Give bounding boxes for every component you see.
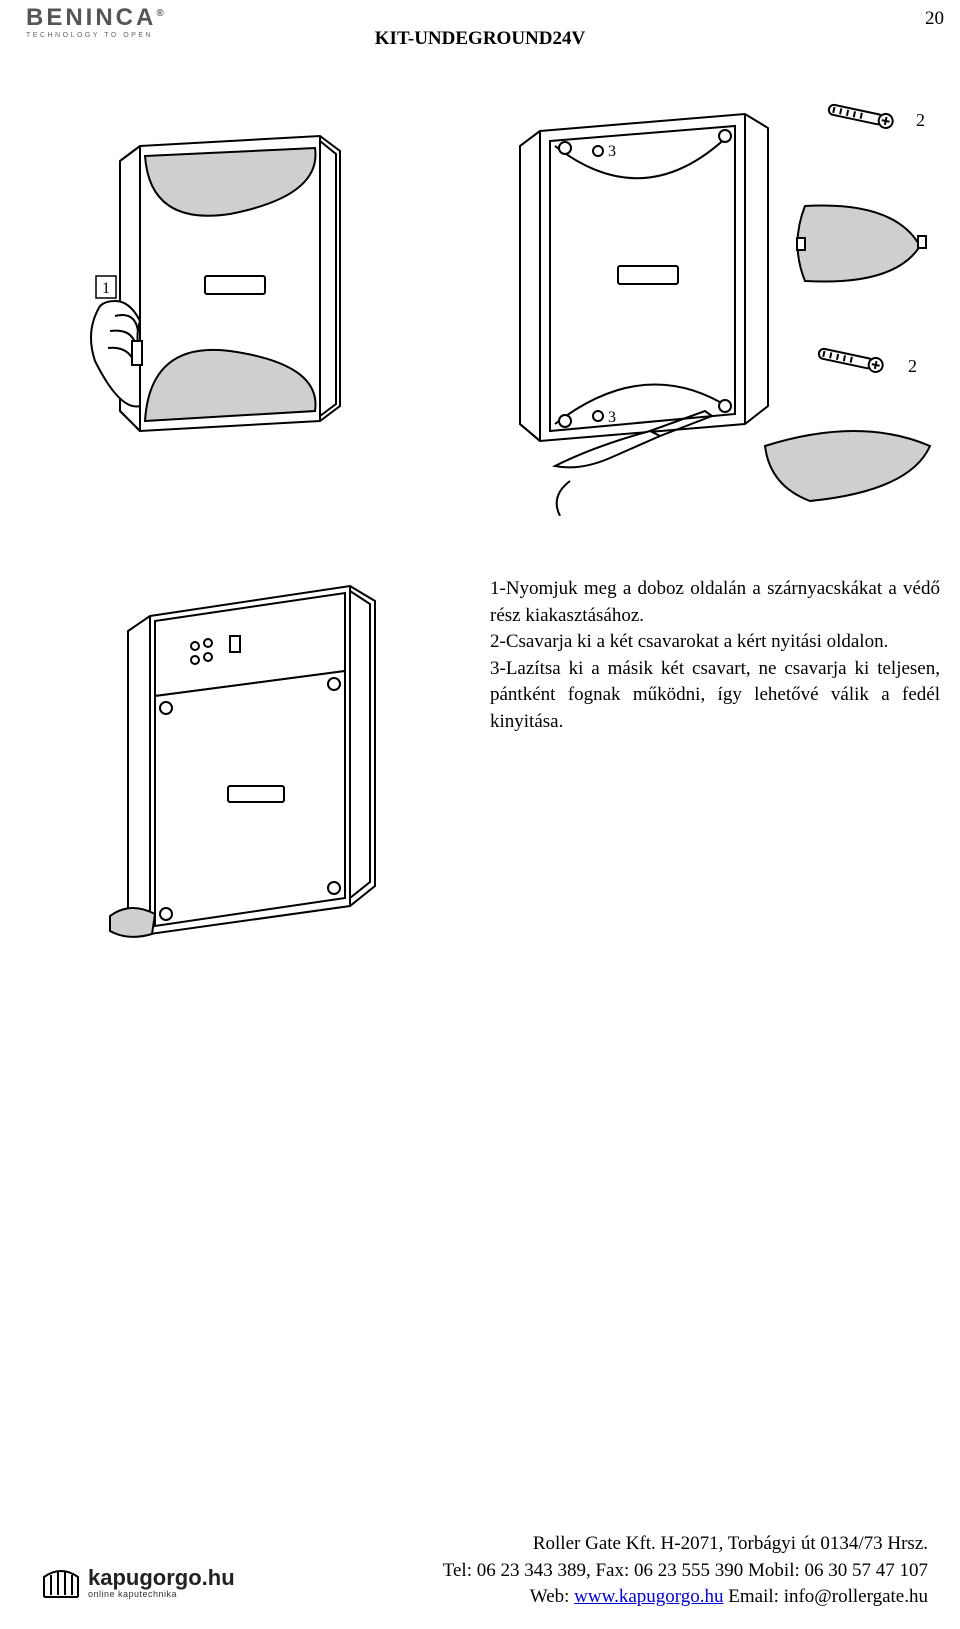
figure-row-2: 1-Nyomjuk meg a doboz oldalán a szárnyac… [70, 536, 920, 966]
footer-logo-text: kapugorgo.hu online kaputechnika [88, 1567, 235, 1599]
callout-3-bottom: 3 [608, 409, 616, 426]
page-number: 20 [925, 8, 944, 30]
figure-3 [100, 536, 410, 936]
figures-area: 1 [70, 86, 920, 966]
page-footer: kapugorgo.hu online kaputechnika Roller … [0, 1491, 960, 1611]
figure-2-svg: 2 2 3 3 [500, 86, 940, 516]
instruction-line-2: 2-Csavarja ki a két csavarokat a kért ny… [490, 629, 940, 656]
instruction-text: 1-Nyomjuk meg a doboz oldalán a szárnyac… [490, 576, 940, 736]
footer-line-3: Web: www.kapugorgo.hu Email: info@roller… [443, 1584, 928, 1611]
figure-1-svg: 1 [80, 106, 380, 456]
brand-name: BENINCA® [26, 6, 167, 30]
callout-3-top: 3 [608, 143, 616, 160]
footer-line-1: Roller Gate Kft. H-2071, Torbágyi út 013… [443, 1531, 928, 1558]
callout-2-bottom: 2 [908, 356, 917, 376]
footer-tagline: online kaputechnika [88, 1589, 235, 1599]
footer-web-label: Web: [530, 1586, 574, 1607]
gate-icon [40, 1565, 82, 1601]
footer-email-label: Email: [724, 1586, 784, 1607]
instruction-line-3: 3-Lazítsa ki a másik két csavart, ne csa… [490, 656, 940, 736]
figure-1: 1 [80, 106, 380, 456]
footer-web-link[interactable]: www.kapugorgo.hu [574, 1586, 723, 1607]
instruction-line-1: 1-Nyomjuk meg a doboz oldalán a szárnyac… [490, 576, 940, 629]
brand-tm: ® [156, 8, 166, 19]
footer-brand: kapugorgo.hu [88, 1567, 235, 1589]
footer-logo: kapugorgo.hu online kaputechnika [40, 1565, 235, 1601]
callout-1: 1 [102, 280, 110, 297]
figure-2: 2 2 3 3 [500, 86, 820, 466]
figure-3-svg [100, 536, 420, 956]
brand-text: BENINCA [26, 4, 156, 31]
figure-row-1: 1 [70, 86, 920, 516]
callout-2-top: 2 [916, 110, 925, 130]
footer-line-2: Tel: 06 23 343 389, Fax: 06 23 555 390 M… [443, 1558, 928, 1585]
document-title: KIT-UNDEGROUND24V [0, 28, 960, 50]
footer-contact: Roller Gate Kft. H-2071, Torbágyi út 013… [443, 1531, 928, 1611]
footer-email: info@rollergate.hu [784, 1586, 928, 1607]
page-header: BENINCA® TECHNOLOGY TO OPEN KIT-UNDEGROU… [0, 0, 960, 70]
